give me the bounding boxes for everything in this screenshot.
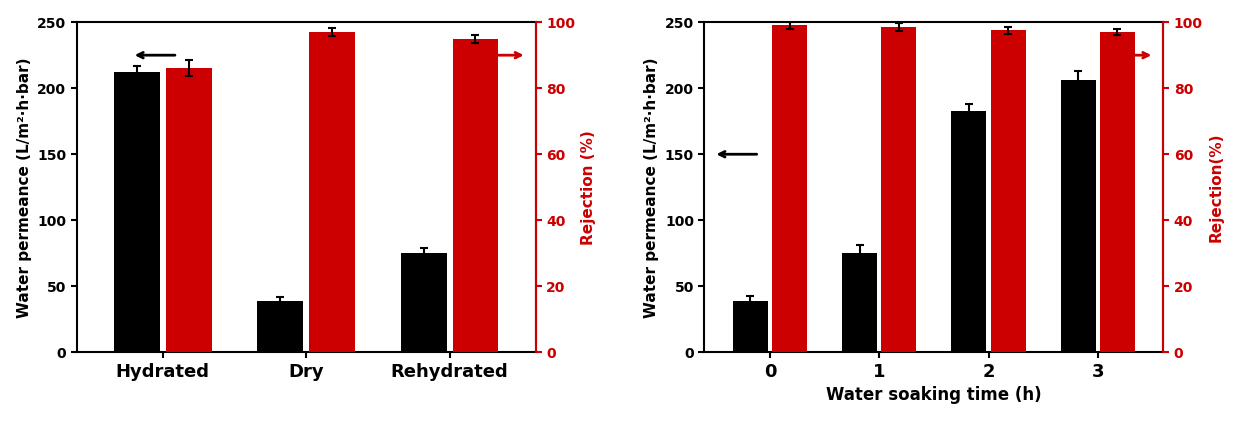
X-axis label: Water soaking time (h): Water soaking time (h): [826, 386, 1042, 404]
Bar: [991, 30, 1025, 352]
Y-axis label: Rejection(%): Rejection(%): [1208, 133, 1224, 242]
Bar: [1060, 80, 1096, 352]
Bar: [733, 301, 768, 352]
Bar: [453, 39, 498, 352]
Y-axis label: Rejection (%): Rejection (%): [580, 130, 595, 245]
Bar: [882, 27, 916, 352]
Bar: [309, 32, 355, 352]
Bar: [114, 72, 160, 352]
Bar: [951, 111, 986, 352]
Bar: [1100, 32, 1135, 352]
Y-axis label: Water permeance (L/m²·h·bar): Water permeance (L/m²·h·bar): [16, 57, 32, 317]
Bar: [842, 253, 877, 352]
Bar: [773, 25, 807, 352]
Y-axis label: Water permeance (L/m²·h·bar): Water permeance (L/m²·h·bar): [645, 57, 660, 317]
Bar: [258, 301, 304, 352]
Bar: [401, 253, 446, 352]
Bar: [166, 68, 212, 352]
